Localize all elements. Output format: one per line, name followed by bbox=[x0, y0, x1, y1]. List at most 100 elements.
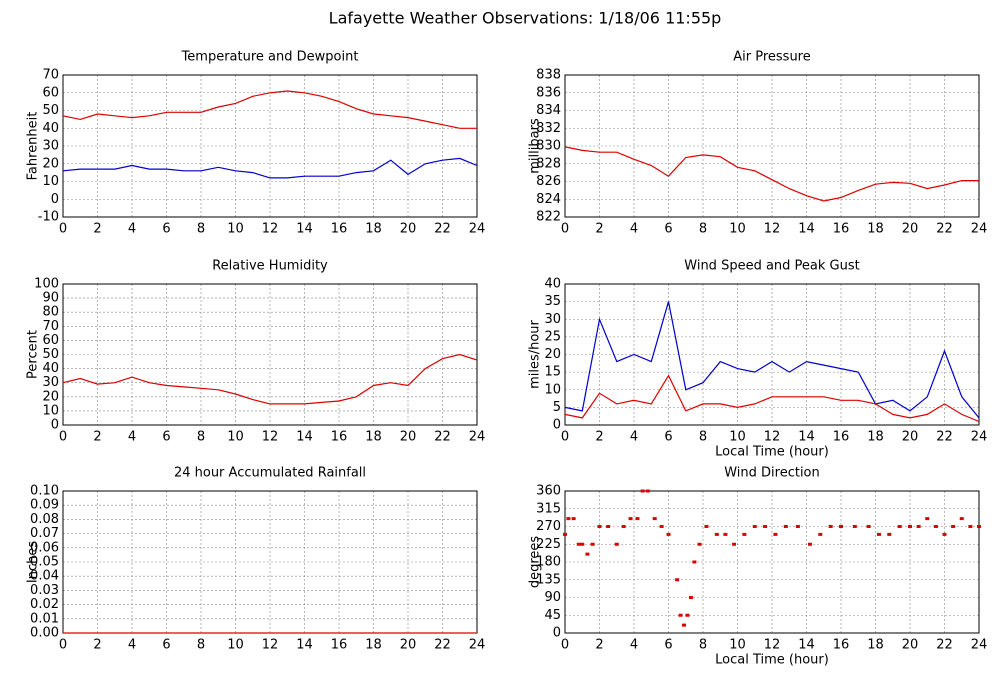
x-tick-label: 4 bbox=[630, 430, 638, 445]
data-point bbox=[576, 542, 581, 546]
y-axis-label: degrees bbox=[528, 536, 543, 589]
data-point bbox=[732, 542, 737, 546]
y-tick-label: 10 bbox=[42, 403, 59, 418]
y-tick-label: 35 bbox=[544, 294, 561, 309]
y-tick-label: 0.00 bbox=[30, 626, 59, 641]
y-tick-label: 0.06 bbox=[30, 540, 59, 555]
y-tick-label: 0.01 bbox=[30, 611, 59, 626]
data-point bbox=[621, 525, 626, 528]
data-point bbox=[678, 613, 683, 617]
x-tick-label: 4 bbox=[128, 222, 136, 237]
data-point bbox=[783, 525, 788, 528]
data-point bbox=[628, 517, 633, 521]
plot-frame bbox=[564, 74, 980, 218]
y-tick-label: 60 bbox=[42, 85, 59, 100]
data-point bbox=[566, 517, 571, 521]
data-point bbox=[580, 542, 585, 546]
data-point bbox=[685, 613, 690, 617]
y-tick-label: 834 bbox=[536, 103, 561, 118]
x-tick-label: 24 bbox=[469, 638, 486, 653]
plot-frame bbox=[62, 283, 478, 426]
y-tick-label: 50 bbox=[42, 347, 59, 362]
x-tick-label: 6 bbox=[664, 430, 672, 445]
x-tick-label: 0 bbox=[59, 222, 67, 237]
chart-title: Wind Speed and Peak Gust bbox=[684, 259, 859, 274]
data-point bbox=[942, 532, 947, 536]
y-tick-label: 0 bbox=[553, 626, 561, 641]
y-tick-label: 90 bbox=[42, 291, 59, 306]
x-tick-label: 18 bbox=[867, 430, 884, 445]
x-tick-label: 0 bbox=[561, 222, 569, 237]
y-tick-label: 0.08 bbox=[30, 512, 59, 527]
y-tick-label: 0.09 bbox=[30, 498, 59, 513]
data-point bbox=[852, 525, 857, 528]
x-tick-label: 8 bbox=[197, 638, 205, 653]
x-tick-label: 8 bbox=[197, 430, 205, 445]
x-tick-label: 18 bbox=[867, 222, 884, 237]
y-tick-label: 20 bbox=[544, 347, 561, 362]
data-line bbox=[564, 146, 979, 202]
data-point bbox=[916, 525, 921, 528]
data-point bbox=[597, 525, 602, 528]
x-tick-label: 24 bbox=[469, 222, 486, 237]
x-tick-label: 12 bbox=[764, 430, 781, 445]
x-tick-label: 4 bbox=[128, 638, 136, 653]
x-tick-label: 2 bbox=[595, 222, 603, 237]
x-tick-label: 24 bbox=[469, 430, 486, 445]
x-tick-label: 18 bbox=[365, 222, 382, 237]
y-tick-label: 60 bbox=[42, 333, 59, 348]
x-tick-label: 8 bbox=[699, 430, 707, 445]
data-point bbox=[925, 517, 930, 521]
y-tick-label: 0.03 bbox=[30, 583, 59, 598]
x-tick-label: 4 bbox=[630, 222, 638, 237]
data-point bbox=[968, 525, 973, 528]
y-tick-label: 30 bbox=[42, 375, 59, 390]
y-tick-label: 822 bbox=[536, 210, 561, 225]
data-point bbox=[742, 532, 747, 536]
y-tick-label: 0 bbox=[51, 192, 59, 207]
x-tick-label: 12 bbox=[262, 638, 279, 653]
y-axis-label: Inches bbox=[26, 541, 41, 583]
y-tick-label: 0.10 bbox=[30, 484, 59, 499]
x-tick-label: 12 bbox=[262, 430, 279, 445]
y-tick-label: 180 bbox=[536, 555, 561, 570]
data-point bbox=[585, 552, 590, 556]
data-point bbox=[590, 542, 595, 546]
x-tick-label: 10 bbox=[227, 430, 244, 445]
x-tick-label: 22 bbox=[936, 638, 953, 653]
y-tick-label: 15 bbox=[544, 365, 561, 380]
x-tick-label: 20 bbox=[902, 430, 919, 445]
data-line bbox=[62, 157, 478, 179]
x-tick-label: 16 bbox=[331, 222, 348, 237]
y-tick-label: 50 bbox=[42, 103, 59, 118]
x-tick-label: 22 bbox=[434, 638, 451, 653]
data-line bbox=[564, 374, 980, 423]
y-tick-label: 45 bbox=[544, 608, 561, 623]
data-point bbox=[977, 525, 981, 528]
data-point bbox=[666, 532, 671, 536]
x-tick-label: 22 bbox=[434, 430, 451, 445]
y-tick-label: 10 bbox=[544, 382, 561, 397]
data-point bbox=[688, 596, 693, 599]
y-tick-label: 20 bbox=[42, 156, 59, 171]
y-tick-label: 828 bbox=[536, 156, 561, 171]
data-point bbox=[714, 532, 719, 536]
y-tick-label: 0 bbox=[553, 418, 561, 433]
x-tick-label: 22 bbox=[434, 222, 451, 237]
data-point bbox=[876, 532, 881, 536]
data-point bbox=[614, 542, 619, 546]
data-point bbox=[704, 525, 709, 528]
x-tick-label: 14 bbox=[798, 222, 815, 237]
y-tick-label: 0.04 bbox=[30, 569, 59, 584]
x-tick-label: 4 bbox=[128, 430, 136, 445]
x-tick-label: 20 bbox=[902, 222, 919, 237]
x-tick-label: 16 bbox=[833, 638, 850, 653]
x-tick-label: 12 bbox=[764, 222, 781, 237]
chart-title: 24 hour Accumulated Rainfall bbox=[174, 466, 366, 481]
data-point bbox=[606, 525, 611, 528]
x-tick-label: 2 bbox=[595, 638, 603, 653]
x-tick-label: 10 bbox=[729, 638, 746, 653]
data-point bbox=[795, 525, 800, 528]
data-point bbox=[635, 517, 640, 521]
plot-frame bbox=[564, 283, 980, 426]
